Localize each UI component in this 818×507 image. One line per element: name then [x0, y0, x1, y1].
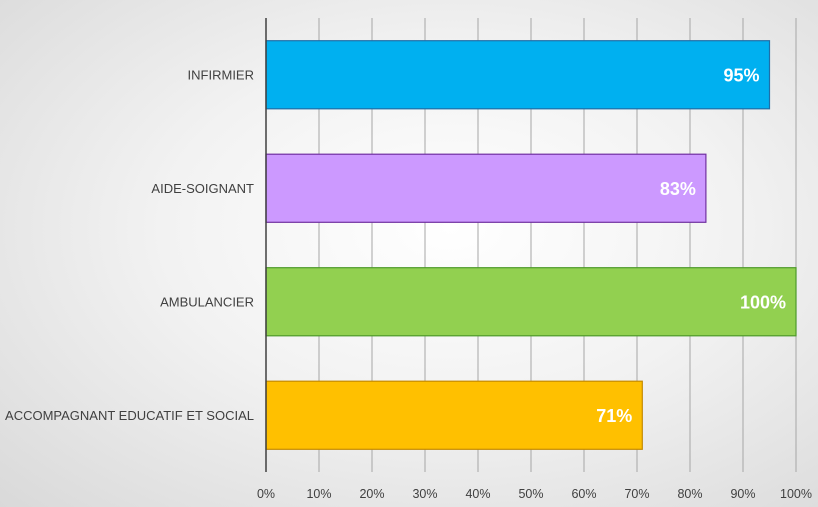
category-label: AMBULANCIER [160, 294, 254, 309]
bar-infirmier [265, 40, 771, 110]
x-tick-label: 80% [677, 487, 702, 501]
bar-accompagnant-educatif-et-social [265, 380, 643, 450]
x-tick-label: 90% [730, 487, 755, 501]
category-label: INFIRMIER [188, 67, 254, 82]
x-tick-label: 40% [465, 487, 490, 501]
data-label: 100% [740, 292, 786, 312]
x-tick-label: 70% [624, 487, 649, 501]
bar-aide-soignant [265, 153, 707, 223]
x-tick-label: 30% [412, 487, 437, 501]
x-tick-label: 20% [359, 487, 384, 501]
x-tick-label: 100% [780, 487, 812, 501]
data-label: 83% [660, 179, 696, 199]
x-tick-label: 0% [257, 487, 275, 501]
data-label: 95% [723, 65, 759, 85]
bars [265, 40, 797, 450]
x-tick-label: 10% [306, 487, 331, 501]
data-label: 71% [596, 406, 632, 426]
x-tick-label: 60% [571, 487, 596, 501]
bar-ambulancier [265, 267, 797, 337]
category-label: ACCOMPAGNANT EDUCATIF ET SOCIAL [5, 408, 254, 423]
labels: 0% 10% 20% 30% 40% 50% 60% 70% 80% 90% 100% INFIRMI… [5, 65, 812, 501]
category-label: AIDE-SOIGNANT [151, 181, 254, 196]
x-tick-label: 50% [518, 487, 543, 501]
